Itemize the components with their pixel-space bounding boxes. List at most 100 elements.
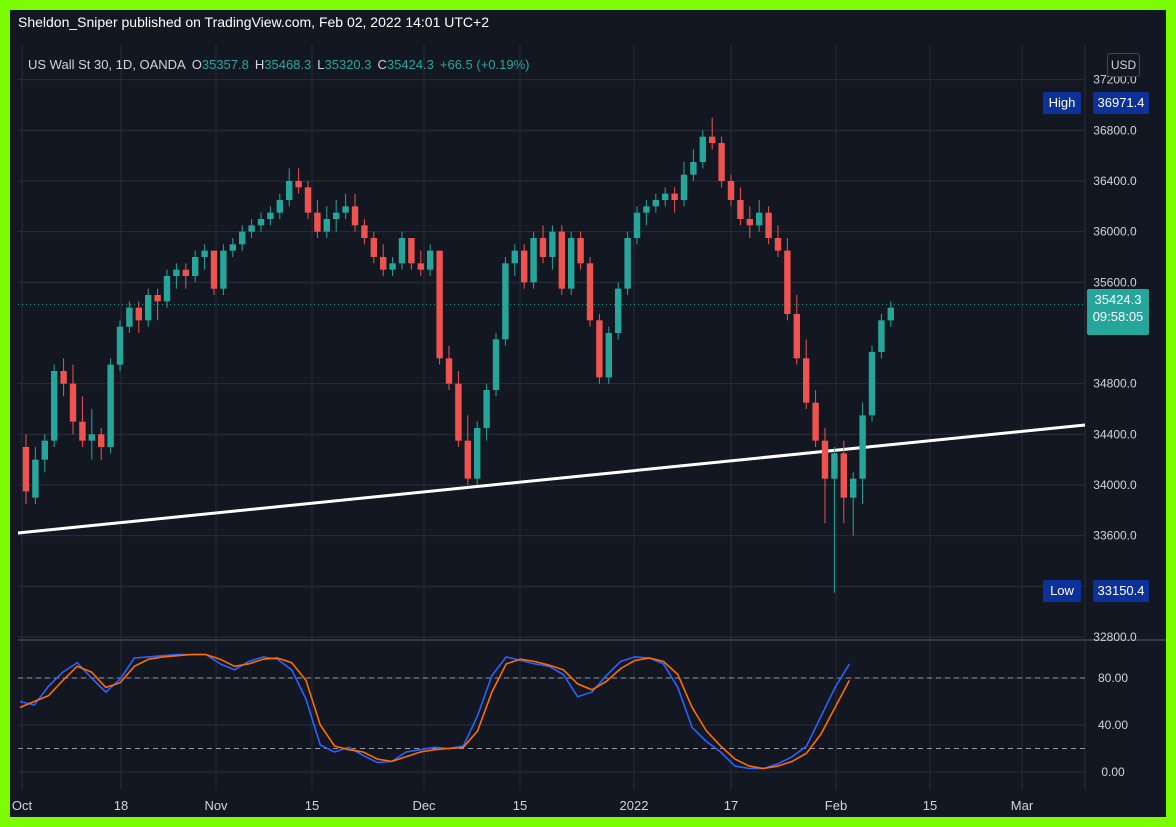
candle [60,358,67,397]
candle [633,206,641,245]
x-tick-label: Nov [204,798,228,813]
x-tick-label: 2022 [620,798,649,813]
candle [624,231,631,295]
candle [192,250,199,283]
candle-body [201,250,208,257]
candle-body [417,263,424,270]
candle [502,257,509,346]
candles-layer [22,117,894,593]
currency-button[interactable]: USD [1107,53,1140,77]
high-label: H [254,57,265,72]
candle [333,200,340,232]
low-value-badge: 33150.4 [1093,580,1149,602]
candle-body [145,295,152,321]
x-tick-label: 18 [114,798,128,813]
candle [239,225,246,251]
candle [474,421,481,485]
candle-body [840,453,847,498]
candle-body [502,263,509,340]
x-tick-label: 15 [305,798,319,813]
candle-body [361,225,368,238]
candle-body [539,238,547,257]
candle-body [586,263,594,321]
change-value: +66.5 (+0.19%) [439,57,530,72]
candle-body [596,320,603,378]
candle [173,263,180,289]
candle-body [220,250,227,289]
candle-body [276,200,283,213]
candle [586,257,594,327]
candle-body [398,238,406,264]
candle-body [793,314,800,359]
candle [605,326,612,384]
candle [295,168,302,194]
candle-body [859,415,866,479]
candle [756,200,763,232]
low-label-badge: Low [1043,580,1081,602]
candle [643,200,650,226]
x-tick-label: Mar [1011,798,1034,813]
candle [286,168,293,207]
candle [445,345,453,390]
candle [98,428,105,460]
candle [539,225,547,264]
candle-body [878,320,885,352]
candle-body [680,174,688,200]
candle [145,288,152,327]
y-tick-label: 32800.0 [1093,630,1137,644]
y-tick-label: 34000.0 [1093,478,1137,492]
y-tick-label: 33600.0 [1093,529,1137,543]
low-value-badge-text: 33150.4 [1098,583,1145,598]
candle [267,206,274,226]
candle-body [803,358,810,403]
stochastic-pane [18,653,1085,770]
candle-body [652,200,659,207]
candle [408,238,415,270]
candle [784,238,791,321]
candle-body [314,212,321,232]
candle-body [690,162,697,175]
candle [22,434,30,504]
trendline[interactable] [17,423,1086,535]
candle [577,231,584,270]
x-tick-label: Feb [825,798,847,813]
low-label-badge-text: Low [1050,583,1074,598]
y-tick-label: 35600.0 [1093,275,1137,289]
high-value-badge: 36971.4 [1093,92,1149,114]
candle [248,219,255,238]
grid [18,45,1166,790]
close-value: 35424.3 [386,57,434,72]
candle [436,250,443,365]
candle-body [107,364,114,447]
y-tick-label: 36400.0 [1093,174,1137,188]
candle [51,364,58,447]
candle [88,409,95,460]
candle [483,383,490,441]
candle [427,244,434,276]
candle [229,238,236,257]
x-tick-label: Oct [12,798,33,813]
candle [765,206,772,245]
candle-body [333,212,340,219]
x-tick-label: 17 [724,798,738,813]
candle-body [558,231,565,289]
candle [615,282,622,340]
candle [154,288,161,321]
candle-body [229,244,236,251]
candle-body [69,383,77,422]
candle-body [22,447,30,492]
candle [116,320,124,371]
candle-body [784,250,791,314]
candle [32,447,39,504]
y-tick-label: 34400.0 [1093,427,1137,441]
candle [417,250,424,276]
last-price-badge-text: 35424.3 [1095,292,1142,307]
y-tick-label: 36800.0 [1093,123,1137,137]
candle-body [455,383,462,441]
candle-body [727,181,735,200]
axes: 37200.036800.036400.036000.035600.034800… [12,73,1137,813]
candle-body [154,295,161,302]
low-value: 35320.3 [324,57,372,72]
x-tick-label: 15 [923,798,937,813]
